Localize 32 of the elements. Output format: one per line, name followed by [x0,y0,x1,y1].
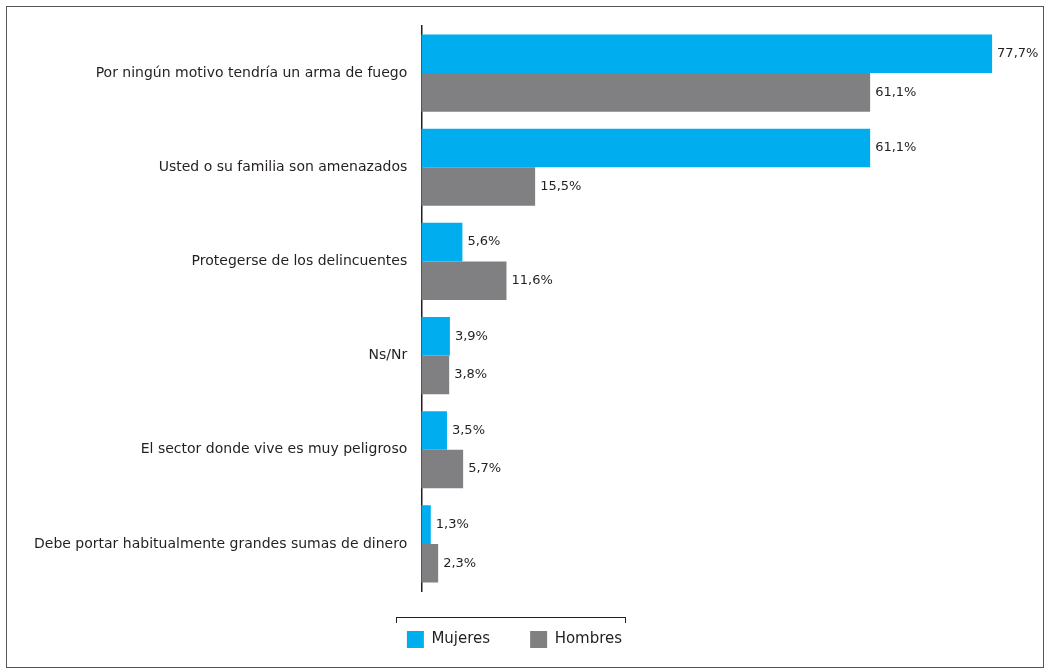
y-tick-label: Usted o su familia son amenazados [158,157,408,174]
legend-label: Mujeres [431,629,491,648]
bar [421,316,450,356]
data-label: 3,8% [454,366,488,382]
data-label: 15,5% [540,177,582,193]
bar [421,449,464,489]
y-tick-label: Debe portar habitualmente grandes sumas de dinero [33,534,408,551]
data-label: 3,5% [451,421,485,437]
data-label: 61,1% [875,83,917,99]
data-label: 5,7% [468,460,502,476]
legend-label: Hombres [554,629,623,648]
bar [421,128,871,168]
data-label: 5,6% [467,233,501,249]
y-tick-label: Ns/Nr [368,346,408,363]
y-tick-label: El sector donde vive es muy peligroso [140,440,408,457]
bar [421,261,507,301]
bar [421,34,993,74]
y-tick-label: Por ningún motivo tendría un arma de fuego [95,63,408,80]
bar [421,355,450,395]
y-tick-label: Protegerse de los delincuentes [191,252,408,269]
data-label: 3,9% [454,327,488,343]
bar [421,167,536,206]
data-label: 1,3% [435,515,469,531]
data-label: 2,3% [443,554,477,570]
bar [421,505,431,544]
bar [421,411,447,450]
data-label: 11,6% [511,272,553,288]
data-label: 77,7% [997,45,1039,61]
bar [421,543,439,583]
bar [421,73,871,112]
data-label: 61,1% [875,139,917,155]
bar [421,222,463,262]
